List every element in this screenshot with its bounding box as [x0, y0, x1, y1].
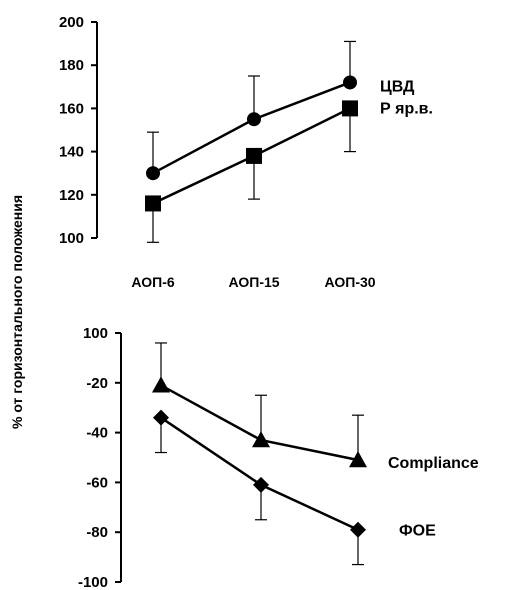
bottom-chart: 100 -20 -40 -60 -80 -100 Compliance ФОЕ	[78, 325, 479, 590]
y-tick-label: 140	[59, 144, 84, 161]
y-tick-label: -80	[86, 524, 108, 541]
y-tick-label: -100	[78, 574, 108, 590]
x-tick-label: АОП-15	[228, 274, 279, 290]
triangle-marker	[252, 431, 270, 448]
y-tick-label: 180	[59, 57, 84, 74]
series-label: Р яр.в.	[380, 100, 433, 117]
circle-marker	[146, 166, 160, 181]
x-tick-label: АОП-30	[324, 274, 375, 290]
y-tick-label: 200	[59, 14, 84, 31]
y-tick-label: 160	[59, 100, 84, 117]
y-ticks: 100 -20 -40 -60 -80 -100	[78, 325, 121, 590]
series-group: Compliance ФОЕ	[152, 342, 479, 566]
series-label: Compliance	[388, 455, 479, 472]
series-label: ФОЕ	[399, 523, 436, 540]
y-tick-label: 120	[59, 187, 84, 204]
square-marker	[246, 147, 262, 164]
series-фое: ФОЕ	[153, 409, 436, 566]
x-tick-labels: АОП-6 АОП-15 АОП-30	[131, 274, 375, 290]
square-marker	[342, 100, 358, 117]
series-line	[160, 384, 359, 462]
y-ticks: 200 180 160 140 120 100	[59, 14, 97, 247]
square-marker	[145, 195, 161, 212]
y-tick-label: -20	[86, 375, 108, 392]
y-tick-label: 100	[83, 325, 108, 342]
x-tick-label: АОП-6	[131, 274, 175, 290]
diamond-marker	[350, 521, 366, 538]
diamond-marker	[253, 476, 269, 493]
series-р-яр-в: Р яр.в.	[145, 100, 433, 243]
top-chart: 200 180 160 140 120 100 АОП-6 АОП-15 АОП-30 ЦВД…	[59, 14, 433, 290]
triangle-marker	[152, 376, 170, 393]
series-group: ЦВД Р яр.в.	[145, 40, 433, 243]
y-tick-label: -40	[86, 425, 108, 442]
diamond-marker	[153, 409, 169, 426]
series-цвд: ЦВД	[146, 40, 415, 181]
triangle-marker	[349, 450, 367, 468]
series-compliance: Compliance	[152, 342, 479, 472]
y-tick-label: 100	[59, 230, 84, 247]
y-tick-label: -60	[86, 474, 108, 491]
circle-marker	[247, 112, 261, 127]
series-label: ЦВД	[380, 78, 415, 95]
circle-marker	[343, 75, 357, 90]
y-axis-label: % от горизонтального положения	[9, 195, 25, 429]
